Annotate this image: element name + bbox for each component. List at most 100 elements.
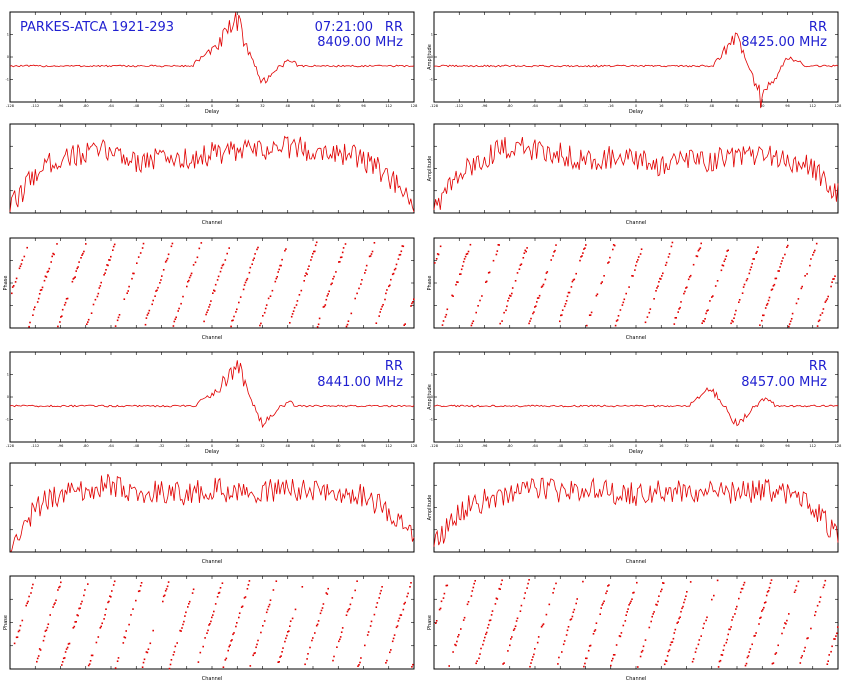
phase-point [824,579,827,582]
phase-point [28,325,30,328]
x-tick-label: 128 [411,104,418,108]
panel-frame [433,462,839,553]
phase-point [749,648,752,650]
phase-point [57,325,59,328]
phase-point [255,646,257,649]
phase-point [68,642,71,645]
phase-point [761,319,763,322]
phase-point [613,244,616,247]
phase-point [108,600,110,603]
phase-point [436,253,439,255]
phase-point [535,305,537,307]
phase-point [404,601,406,604]
phase-point [389,651,391,654]
phase-point [81,254,83,256]
phase-point [720,654,723,656]
phase-point [800,656,803,659]
phase-point [670,245,673,248]
phase-point [596,293,599,295]
phase-point [170,659,173,661]
phase-point [288,630,290,632]
x-tick-label: -80 [83,104,89,108]
phase-point [612,248,614,251]
phase-point [722,649,725,651]
x-axis-label: Delay [629,449,643,455]
phase-point [188,600,191,603]
phase-point [248,271,251,274]
phase-point [260,322,262,325]
phase-point [653,298,655,300]
phase-point [385,662,387,664]
phase-point [277,271,279,273]
phase-point [239,296,242,298]
phase-point [640,248,643,250]
phase-point [603,600,605,603]
phase-point [13,642,16,645]
phase-point [527,582,529,585]
phase-point [674,317,677,319]
phase-point [60,316,62,318]
phase-point [135,599,137,602]
phase-point [606,590,608,592]
phase-point [791,312,794,315]
phase-point [364,272,366,274]
phase-point [487,623,490,626]
group3-frequency-label: 8441.00 MHz [317,375,403,390]
phase-point [61,661,64,663]
phase-point [625,292,627,295]
phase-point [709,300,711,302]
phase-point [678,617,680,620]
phase-point [142,242,145,245]
phase-point [583,248,585,250]
phase-point [46,626,49,629]
phase-point [300,289,303,292]
phase-point [536,641,539,644]
phase-point [495,597,498,600]
phase-point [657,285,659,287]
phase-point [232,319,234,322]
phase-point [315,624,318,627]
phase-point [188,603,190,605]
x-tick-label: 80 [760,104,764,108]
phase-point [276,276,278,278]
phase-point [65,648,68,650]
phase-point [548,603,551,606]
phase-point [822,586,825,589]
phase-point [365,264,368,267]
phase-point [826,663,829,665]
phase-point [810,258,812,260]
phase-point [666,655,669,657]
phase-point [729,628,731,631]
panel-g1-line-0: -128 -112 -96 -80 -64 -48 -32 -16 0 16 32 48 64 80 96 1… [6,11,418,115]
phase-point [688,276,691,278]
phase-point [43,635,46,638]
phase-point [162,595,165,598]
phase-point [721,654,724,656]
phase-point [277,661,279,663]
phase-point [52,606,54,608]
phase-point [360,657,362,659]
phase-point [771,288,774,290]
phase-point [351,597,354,599]
phase-point [751,262,753,265]
phase-point [511,636,513,638]
phase-point [118,314,121,316]
phase-point [650,620,652,623]
phase-point [340,256,343,258]
phase-point [797,580,800,583]
phase-point [637,666,639,668]
phase-point [448,665,450,667]
phase-point [564,303,567,305]
phase-point [636,261,638,263]
phase-point [800,287,803,290]
phase-point [515,620,518,622]
phase-point [460,628,462,630]
phase-point [78,607,80,610]
phase-point [204,637,206,639]
phase-point [103,618,105,620]
phase-point [88,663,91,665]
x-tick-label: 0 [211,444,213,448]
phase-point [516,617,519,620]
phase-point [627,608,629,610]
phase-point [764,307,767,309]
